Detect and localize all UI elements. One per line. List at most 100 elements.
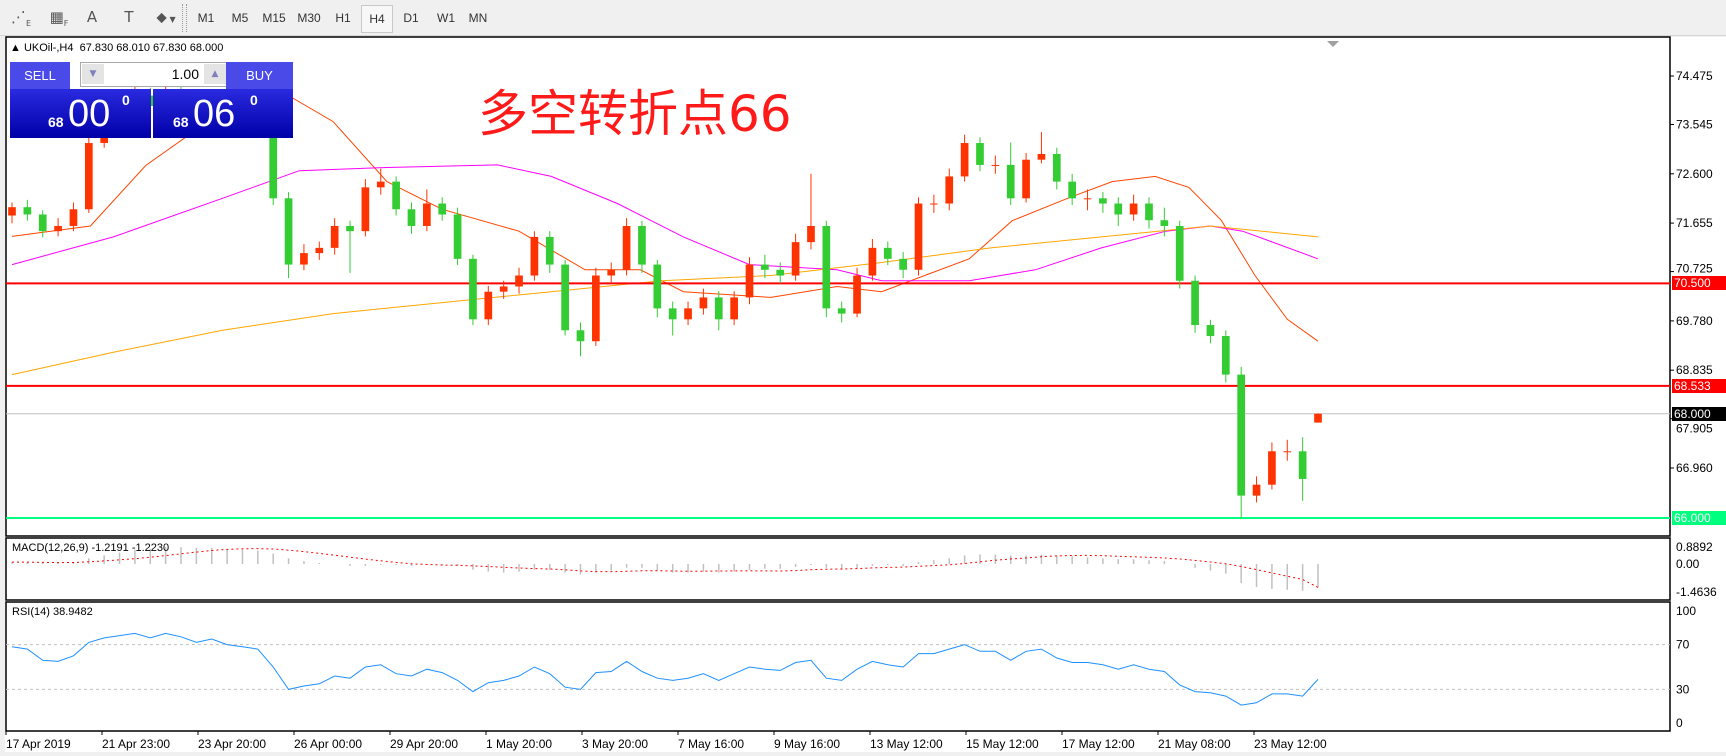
candle-body[interactable] [576,330,585,342]
candle-body[interactable] [8,207,16,216]
candle-body[interactable] [853,275,861,314]
candle-body[interactable] [407,209,416,226]
candle-body[interactable] [315,247,324,254]
collapse-triangle-icon[interactable]: ▲ [10,42,21,54]
candle-body[interactable] [84,143,93,210]
candle-body[interactable] [346,225,354,232]
toolbar-grip[interactable] [182,4,187,32]
candle-body[interactable] [638,225,646,265]
period-m30-button[interactable]: M30 [297,11,321,25]
candle-body[interactable] [914,203,923,270]
candle-body[interactable] [1298,451,1307,479]
candle-body[interactable] [684,308,692,320]
period-w1-button[interactable]: W1 [437,11,455,25]
candle-body[interactable] [1314,413,1322,423]
fibonacci-fan-icon[interactable]: ▦F [49,8,69,28]
candle-body[interactable] [469,258,477,320]
sell-button[interactable]: SELL [10,62,70,90]
candle-body[interactable] [1145,203,1153,221]
candle-body[interactable] [453,214,462,259]
period-m1-button[interactable]: M1 [197,11,215,25]
candle-body[interactable] [69,209,78,226]
candle-body[interactable] [930,203,938,205]
candle-body[interactable] [1083,198,1092,200]
buy-button[interactable]: BUY [226,62,293,90]
candle-body[interactable] [699,297,708,309]
candle-body[interactable] [1006,164,1015,199]
candle-body[interactable] [1252,484,1261,496]
candle-body[interactable] [484,291,493,320]
candle-body[interactable] [1037,153,1046,160]
candle-body[interactable] [284,198,293,265]
lot-decrease-icon[interactable]: ▼ [82,64,104,84]
candle-body[interactable] [899,258,907,270]
candle-body[interactable] [960,143,969,177]
candle-body[interactable] [976,143,984,165]
sell-price-box[interactable]: 68 00 0 [10,89,151,138]
candle-body[interactable] [653,264,662,309]
candle-body[interactable] [868,247,877,276]
candle-body[interactable] [592,275,600,342]
candle-body[interactable] [1129,203,1138,215]
period-h4-button[interactable]: H4 [361,5,393,33]
candle-body[interactable] [561,264,569,331]
candle-body[interactable] [438,203,447,215]
candle-body[interactable] [1206,325,1215,337]
period-h1-button[interactable]: H1 [335,11,351,25]
candle-body[interactable] [1221,336,1230,375]
chart-annotation-text[interactable]: 多空转折点66 [478,85,792,143]
period-mn-button[interactable]: MN [468,11,488,25]
candle-body[interactable] [1099,198,1107,204]
text-icon[interactable]: A [86,8,98,26]
period-m15-button[interactable]: M15 [262,11,286,25]
candle-body[interactable] [730,297,738,320]
candle-body[interactable] [54,225,62,232]
fibonacci-expansion-icon[interactable]: ⋰E [10,8,32,28]
candle-body[interactable] [668,308,677,320]
candle-body[interactable] [423,203,431,226]
candle-body[interactable] [607,269,616,276]
candle-body[interactable] [269,129,278,199]
candle-body[interactable] [1160,220,1169,226]
candle-body[interactable] [1191,280,1199,326]
candle-body[interactable] [761,264,769,270]
lot-increase-icon[interactable]: ▲ [204,64,226,84]
candle-body[interactable] [945,176,954,204]
lot-stepper[interactable]: ▼ 1.00 ▲ [80,62,228,87]
candle-body[interactable] [622,225,631,270]
candle-body[interactable] [837,308,846,314]
arrows-dropdown-icon[interactable]: ⬥ ▼ [156,8,176,26]
candle-body[interactable] [23,207,32,215]
candle-body[interactable] [822,225,831,309]
candle-body[interactable] [1114,203,1123,215]
candle-body[interactable] [714,297,723,320]
candle-body[interactable] [807,225,815,243]
candle-body[interactable] [392,181,400,210]
candle-body[interactable] [499,286,508,292]
buy-price-box[interactable]: 68 06 0 [153,89,293,138]
candle-body[interactable] [545,236,554,265]
candle-body[interactable] [1268,451,1276,485]
candle-body[interactable] [991,164,1000,166]
candle-body[interactable] [776,269,785,276]
candle-body[interactable] [791,242,800,276]
lot-input[interactable]: 1.00 [171,66,199,82]
text-label-icon[interactable]: T [124,8,134,26]
candle-body[interactable] [376,181,385,188]
period-d1-button[interactable]: D1 [403,11,419,25]
candle-body[interactable] [883,247,892,259]
candle-body[interactable] [300,253,308,265]
candle-body[interactable] [1052,153,1061,182]
candle-body[interactable] [330,225,339,248]
candle-body[interactable] [361,187,370,232]
period-m5-button[interactable]: M5 [231,11,249,25]
candle-body[interactable] [1237,374,1246,496]
candle-body[interactable] [1283,451,1292,453]
candle-body[interactable] [1022,159,1030,199]
candle-body[interactable] [38,214,47,232]
candle-body[interactable] [530,236,539,276]
candle-body[interactable] [745,264,754,298]
candle-body[interactable] [515,275,523,287]
candle-body[interactable] [1068,181,1077,199]
